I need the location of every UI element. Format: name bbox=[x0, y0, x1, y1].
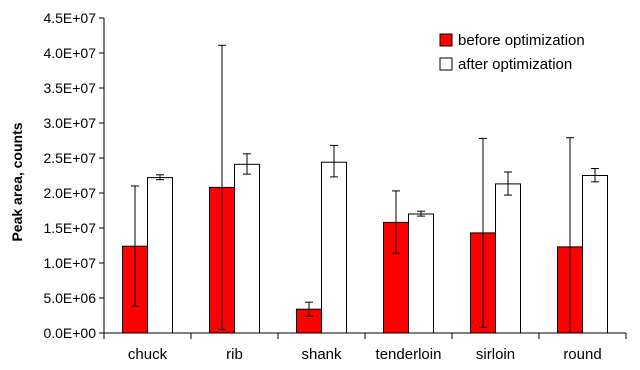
y-axis-ticks: 0.0E+00 5.0E+06 1.0E+07 1.5E+07 2.0E+07 2.5E+… bbox=[43, 10, 104, 341]
legend-label-after: after optimization bbox=[458, 56, 572, 73]
y-tick-label: 4.0E+07 bbox=[43, 45, 96, 61]
y-tick-label: 2.5E+07 bbox=[43, 150, 96, 166]
y-tick-label: 2.0E+07 bbox=[43, 185, 96, 201]
legend: before optimization after optimization bbox=[439, 32, 585, 73]
y-tick-label: 1.0E+07 bbox=[43, 255, 96, 271]
axes-group bbox=[103, 18, 627, 339]
error-bars-group bbox=[131, 44, 599, 334]
bars-group bbox=[122, 161, 608, 334]
y-tick-label: 3.0E+07 bbox=[43, 115, 96, 131]
bar-tenderloin-after bbox=[408, 213, 434, 334]
y-axis-title: Peak area, counts bbox=[9, 122, 25, 241]
y-tick-label: 4.5E+07 bbox=[43, 10, 96, 26]
bar-sirloin-after bbox=[495, 183, 521, 334]
y-tick-label: 0.0E+00 bbox=[43, 325, 96, 341]
x-tick-label-sirloin: sirloin bbox=[476, 346, 515, 363]
x-axis-labels: chuck rib shank tenderloin sirloin round bbox=[128, 346, 602, 363]
x-tick-label-tenderloin: tenderloin bbox=[376, 346, 442, 363]
legend-swatch-before bbox=[439, 33, 453, 47]
y-tick-label: 1.5E+07 bbox=[43, 220, 96, 236]
bar-round-after bbox=[582, 175, 608, 334]
bar-shank-after bbox=[321, 161, 347, 334]
x-tick-label-round: round bbox=[563, 346, 601, 363]
legend-swatch-after bbox=[439, 57, 453, 71]
y-tick-label: 3.5E+07 bbox=[43, 80, 96, 96]
x-tick-label-chuck: chuck bbox=[128, 346, 168, 363]
legend-label-before: before optimization bbox=[458, 32, 585, 49]
y-tick-label: 5.0E+06 bbox=[43, 290, 96, 306]
x-tick-label-rib: rib bbox=[226, 346, 243, 363]
bar-chuck-after bbox=[147, 177, 173, 334]
bar-rib-after bbox=[234, 163, 260, 334]
x-tick-label-shank: shank bbox=[301, 346, 342, 363]
